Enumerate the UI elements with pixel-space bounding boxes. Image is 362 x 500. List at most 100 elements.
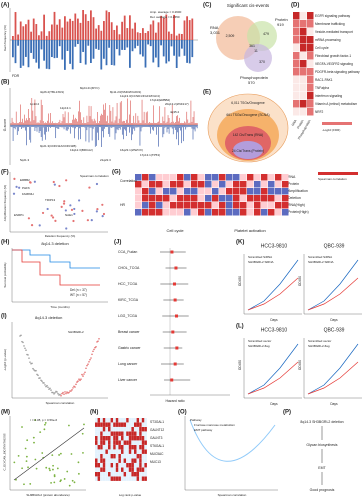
decor-bar: [95, 28, 97, 40]
decor-dot: [34, 458, 37, 461]
heat-cell: [139, 427, 142, 432]
heat-cell: [95, 458, 98, 463]
heat-cell: [121, 427, 124, 432]
axis-title: OD450: [298, 360, 302, 370]
heat-cell: [293, 28, 300, 36]
heat-cell: [131, 454, 134, 459]
decor-dot: [70, 453, 73, 455]
axis-title: C_GLYCAN_BIOSYNTHESIS: [3, 433, 7, 470]
heat-cell: [293, 68, 300, 76]
decor-bar: [170, 40, 173, 47]
heat-cell: [307, 12, 314, 20]
heat-cell: [144, 467, 147, 472]
decor-dot: [56, 391, 58, 393]
heat-cell: [135, 209, 142, 216]
heat-cell: [198, 188, 205, 195]
heat-cell: [240, 188, 247, 195]
decor-dot: [59, 452, 62, 455]
decor-dot: [68, 484, 71, 487]
legend-label: Fructose mannose metabolism: [194, 423, 236, 427]
heat-cell: [191, 202, 198, 209]
heat-cell: [108, 427, 111, 432]
heat-cell: [100, 445, 103, 450]
heat-cell: [300, 28, 307, 36]
heat-cell: [97, 472, 101, 477]
heat-cell: [136, 449, 140, 454]
decor-dot: [70, 208, 74, 211]
heat-cell: [134, 431, 137, 436]
heat-cell: [105, 476, 108, 481]
heat-cell: [134, 472, 137, 477]
decor-bar: [108, 40, 110, 48]
heat-cell: [219, 188, 226, 195]
heat-cell: [170, 195, 177, 202]
decor-bar: [53, 11, 56, 41]
heat-cell: [233, 195, 240, 202]
panel-title: QBC-939: [324, 327, 345, 333]
decor-bar: [191, 40, 194, 58]
decor-bar: [43, 14, 45, 41]
decor-bar: [105, 10, 108, 40]
heat-cell: [102, 431, 106, 436]
heat-cell: [108, 422, 111, 427]
heat-cell: [118, 436, 121, 441]
heat-cell: [275, 181, 282, 188]
heat-cell: [219, 195, 226, 202]
heat-cell: [307, 52, 314, 60]
decor-dot: [44, 423, 46, 426]
flow-step: Good prognosis: [310, 488, 335, 492]
heat-cell: [110, 467, 114, 472]
heat-cell: [144, 431, 147, 436]
venn-count: 11: [254, 49, 258, 53]
heat-cell: [141, 458, 145, 463]
cohort-label: CHOL_TCGA: [118, 266, 140, 270]
heat-cell: [141, 476, 145, 481]
decor-bar: [110, 40, 113, 66]
heat-cell: [144, 436, 147, 441]
decor-curve: [247, 277, 299, 311]
heat-cell: [170, 181, 177, 188]
heat-cell: [131, 431, 134, 436]
decor-dot: [86, 219, 89, 222]
decor-dot: [25, 349, 27, 351]
survival-curve: [12, 249, 100, 286]
heat-cell: [123, 418, 127, 423]
heat-cell: [240, 174, 247, 181]
heat-cell: [105, 418, 108, 423]
term-label: PDGFR-beta signaling pathway: [315, 70, 360, 74]
decor-bar: [64, 16, 66, 40]
decor-bar: [144, 32, 147, 40]
heat-cell: [123, 422, 127, 427]
decor-dot: [59, 480, 62, 483]
heat-cell: [97, 418, 101, 423]
decor-bar: [103, 21, 105, 40]
decor-dot: [63, 200, 66, 203]
decor-point: [173, 362, 177, 366]
heat-cell: [113, 445, 116, 450]
decor-bar: [90, 10, 92, 41]
decor-dot: [81, 209, 84, 212]
decor-dot: [56, 467, 59, 470]
decor-dot: [12, 192, 16, 195]
term-label: Fibroblast growth factor-1: [315, 54, 351, 58]
heat-cell: [212, 195, 219, 202]
decor-dot: [24, 447, 27, 450]
annotation: FDR: [12, 74, 20, 78]
heat-cell: [97, 427, 101, 432]
heat-cell: [307, 44, 314, 52]
heat-cell: [141, 463, 145, 468]
heat-cell: [95, 436, 98, 441]
decor-dot: [33, 441, 35, 444]
heat-cell: [102, 454, 106, 459]
heat-cell: [113, 418, 116, 423]
decor-bar: [126, 40, 129, 48]
heat-cell: [219, 181, 226, 188]
heat-cell: [293, 60, 300, 68]
heat-cell: [282, 195, 289, 202]
heat-cell: [300, 12, 307, 20]
heat-cell: [184, 188, 191, 195]
heat-cell: [254, 188, 261, 195]
heat-cell: [118, 467, 121, 472]
